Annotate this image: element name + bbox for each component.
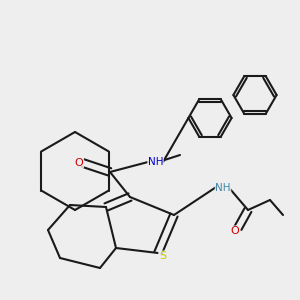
Text: O: O xyxy=(231,226,239,236)
Text: O: O xyxy=(75,158,83,168)
Text: S: S xyxy=(159,251,166,261)
Text: NH: NH xyxy=(148,157,163,167)
Text: NH: NH xyxy=(215,183,231,193)
